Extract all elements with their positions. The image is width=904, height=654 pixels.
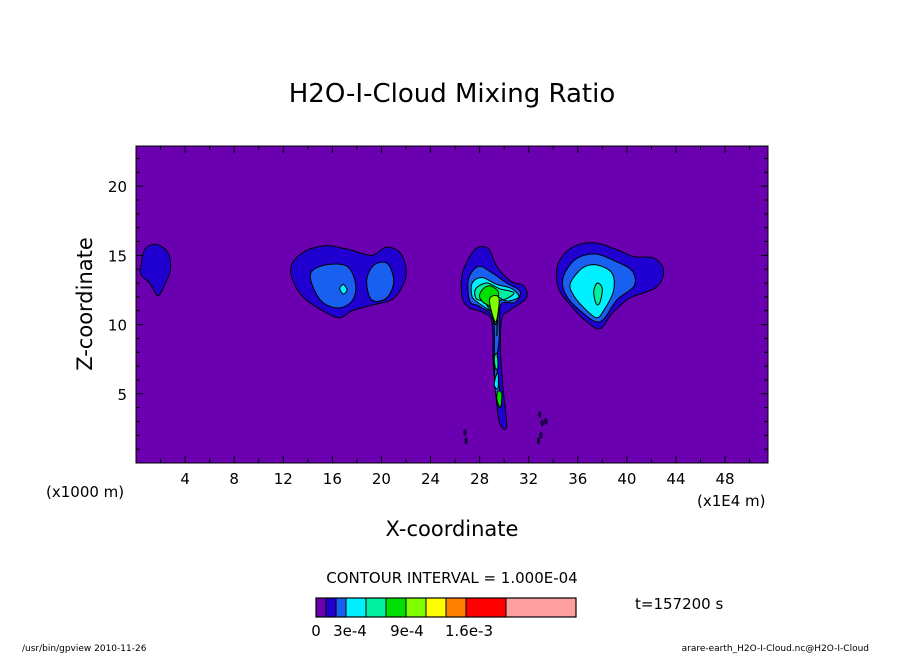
contour-regions [139, 242, 665, 445]
x-tick-label-7: 32 [519, 470, 538, 488]
colorbar-tick-label-1: 3e-4 [333, 622, 367, 640]
plot-background [136, 146, 768, 463]
footer-right: arare-earth_H2O-I-Cloud.nc@H2O-I-Cloud [682, 644, 869, 654]
chart-title: H2O-I-Cloud Mixing Ratio [289, 79, 616, 109]
x-unit-right: (x1E4 m) [697, 492, 766, 510]
contour-speck-2 [538, 411, 542, 418]
footer-left: /usr/bin/gpview 2010-11-26 [22, 644, 147, 654]
x-tick-label-1: 8 [229, 470, 239, 488]
colorbar-box-5 [385, 597, 407, 618]
contour-region-13 [493, 372, 499, 390]
colorbar-box-7 [425, 597, 447, 618]
contour-region-12 [496, 390, 503, 409]
x-tick-label-5: 24 [421, 470, 440, 488]
y-axis-label: Z-coordinate [73, 237, 97, 371]
colorbar-tick-label-3: 1.6e-3 [445, 622, 493, 640]
x-axis-label: X-coordinate [386, 517, 519, 541]
contour-region-11 [493, 352, 499, 370]
y-tick-label-1: 10 [108, 317, 127, 335]
colorbar-box-1 [325, 597, 337, 618]
contour-interval-label: CONTOUR INTERVAL = 1.000E-04 [326, 569, 577, 587]
x-tick-label-3: 16 [323, 470, 342, 488]
y-tick-label-3: 20 [108, 178, 127, 196]
contour-speck-3 [540, 419, 544, 427]
x-tick-label-10: 44 [666, 470, 685, 488]
colorbar-box-4 [365, 597, 387, 618]
contour-region-16 [569, 264, 615, 319]
x-unit-left: (x1000 m) [46, 483, 124, 501]
contour-region-2 [309, 263, 357, 309]
x-tick-label-9: 40 [617, 470, 636, 488]
contour-speck-0 [463, 429, 467, 436]
x-tick-label-0: 4 [180, 470, 190, 488]
y-tick-label-2: 15 [108, 247, 127, 265]
colorbar-frame [315, 597, 577, 618]
x-tick-label-4: 20 [372, 470, 391, 488]
x-tick-label-11: 48 [716, 470, 735, 488]
colorbar-box-8 [445, 597, 467, 618]
colorbar-box-6 [405, 597, 427, 618]
y-tick-label-0: 5 [117, 386, 127, 404]
contour-region-10 [488, 294, 500, 323]
x-tick-label-6: 28 [470, 470, 489, 488]
contour-speck-6 [544, 418, 548, 425]
colorbar-box-2 [335, 597, 347, 618]
contour-region-0 [139, 243, 172, 297]
colorbar-box-10 [505, 597, 577, 618]
time-label: t=157200 s [635, 595, 723, 613]
contour-speck-1 [464, 437, 468, 445]
contour-speck-4 [539, 432, 543, 439]
colorbar-box-9 [465, 597, 507, 618]
colorbar-box-3 [345, 597, 367, 618]
contour-region-17 [593, 282, 603, 306]
x-tick-label-8: 36 [568, 470, 587, 488]
contour-region-4 [339, 283, 348, 295]
plot-frame [135, 145, 769, 464]
x-tick-label-2: 12 [274, 470, 293, 488]
colorbar: 0 3e-4 9e-4 1.6e-3 [311, 597, 577, 640]
colorbar-box-0 [315, 597, 327, 618]
colorbar-tick-label-2: 9e-4 [390, 622, 424, 640]
colorbar-tick-label-0: 0 [311, 622, 321, 640]
contour-region-3 [366, 261, 395, 302]
contour-speck-5 [537, 437, 541, 445]
